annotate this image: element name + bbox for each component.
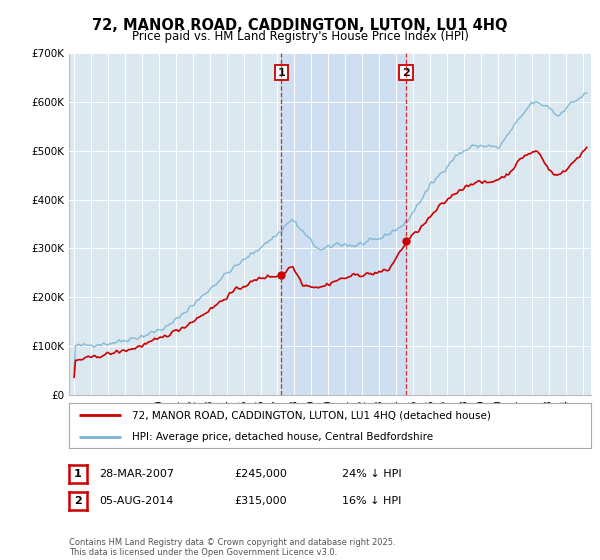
Text: Contains HM Land Registry data © Crown copyright and database right 2025.
This d: Contains HM Land Registry data © Crown c… [69,538,395,557]
Bar [281,53,406,395]
Text: 28-MAR-2007: 28-MAR-2007 [99,469,174,479]
Text: £315,000: £315,000 [234,496,287,506]
Text: 1: 1 [74,469,82,479]
Text: £245,000: £245,000 [234,469,287,479]
Text: 05-AUG-2014: 05-AUG-2014 [99,496,173,506]
Text: 1: 1 [277,68,285,78]
Text: 2: 2 [402,68,410,78]
Text: HPI: Average price, detached house, Central Bedfordshire: HPI: Average price, detached house, Cent… [131,432,433,442]
Text: 72, MANOR ROAD, CADDINGTON, LUTON, LU1 4HQ: 72, MANOR ROAD, CADDINGTON, LUTON, LU1 4… [92,18,508,34]
Text: Price paid vs. HM Land Registry's House Price Index (HPI): Price paid vs. HM Land Registry's House … [131,30,469,43]
Text: 72, MANOR ROAD, CADDINGTON, LUTON, LU1 4HQ (detached house): 72, MANOR ROAD, CADDINGTON, LUTON, LU1 4… [131,410,491,421]
Text: 2: 2 [74,496,82,506]
Text: 16% ↓ HPI: 16% ↓ HPI [342,496,401,506]
Text: 24% ↓ HPI: 24% ↓ HPI [342,469,401,479]
